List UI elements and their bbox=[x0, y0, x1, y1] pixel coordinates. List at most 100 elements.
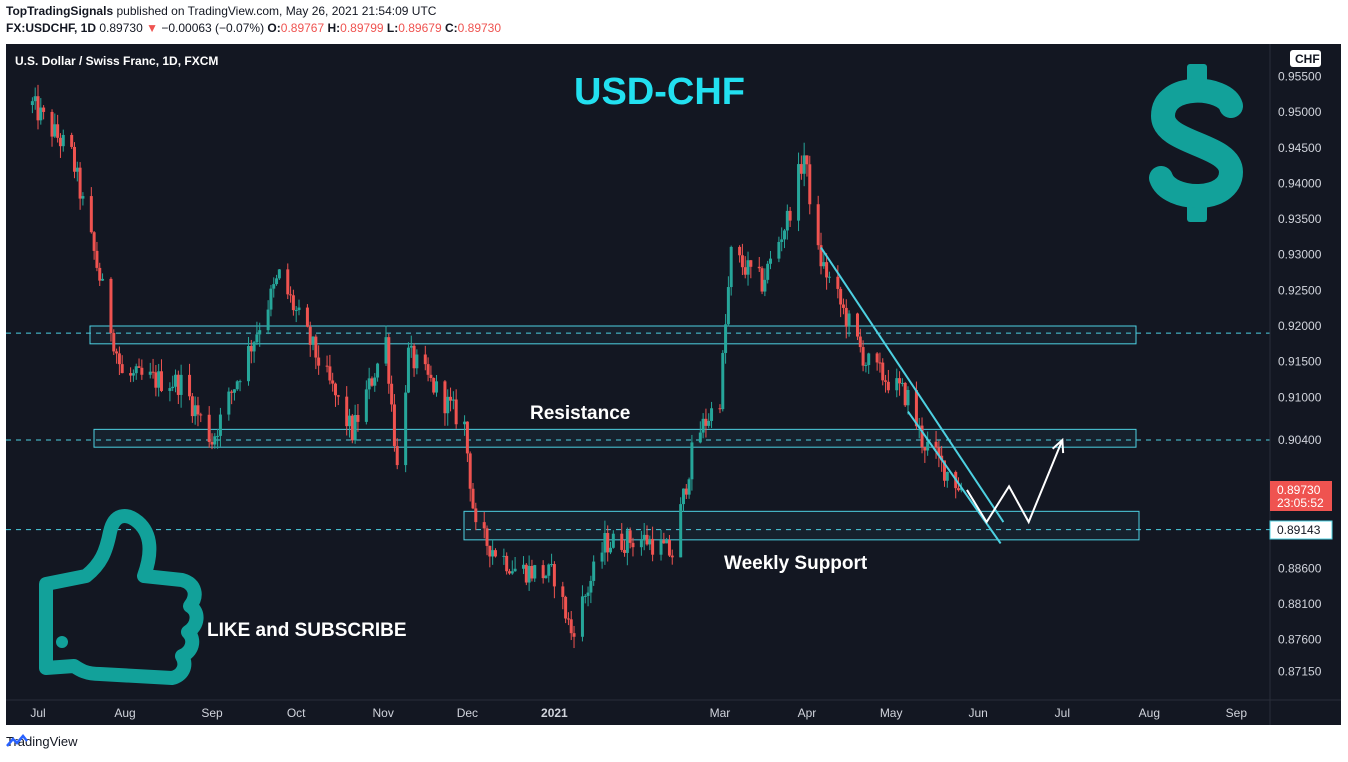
candle-body bbox=[937, 447, 941, 456]
candle-body bbox=[906, 390, 910, 406]
candle bbox=[524, 563, 528, 586]
candle bbox=[701, 413, 705, 439]
chart-canvas[interactable]: 0.95500 0.95000 0.94500 0.94000 0.93500 0.930… bbox=[6, 44, 1341, 725]
candle-body bbox=[42, 107, 46, 112]
candle bbox=[190, 393, 194, 423]
candle bbox=[667, 535, 671, 557]
candle bbox=[718, 404, 722, 414]
candle bbox=[875, 352, 879, 371]
candle bbox=[884, 374, 888, 393]
candle bbox=[395, 438, 399, 470]
price-tick-label: 0.91000 bbox=[1278, 390, 1322, 404]
candle-body bbox=[788, 210, 792, 221]
candle-body bbox=[766, 263, 770, 280]
candle-body bbox=[488, 545, 492, 557]
candle-body bbox=[690, 442, 694, 480]
candle bbox=[275, 274, 279, 286]
candle-body bbox=[78, 167, 82, 199]
candle-body bbox=[435, 381, 439, 393]
candle-body bbox=[805, 155, 809, 165]
candle-body bbox=[749, 260, 753, 267]
candle-body bbox=[95, 250, 99, 268]
time-tick-label: Jul bbox=[1055, 706, 1070, 720]
candle-body bbox=[39, 107, 43, 121]
candle-body bbox=[942, 460, 946, 481]
candle-body bbox=[36, 96, 40, 121]
candle-body bbox=[266, 309, 270, 331]
candle bbox=[131, 369, 135, 382]
candle bbox=[258, 322, 262, 347]
candle bbox=[651, 526, 655, 562]
candle-body bbox=[171, 386, 175, 389]
price-tick-label: 0.92000 bbox=[1278, 319, 1322, 333]
candle bbox=[72, 142, 76, 179]
publisher-name[interactable]: TopTradingSignals bbox=[6, 4, 114, 18]
time-tick-label: Aug bbox=[1139, 706, 1160, 720]
candle-body bbox=[89, 196, 93, 233]
candle bbox=[799, 155, 803, 180]
chart-panel[interactable]: 0.95500 0.95000 0.94500 0.94000 0.93500 0.930… bbox=[6, 44, 1341, 725]
candle-body bbox=[446, 396, 450, 414]
time-tick-label: May bbox=[880, 706, 903, 720]
candle bbox=[589, 575, 593, 604]
candle-body bbox=[409, 345, 413, 348]
candle bbox=[137, 358, 141, 368]
candle-body bbox=[101, 278, 105, 281]
last-price-text: 0.89730 bbox=[1277, 483, 1321, 497]
candle bbox=[631, 537, 635, 557]
candle-body bbox=[718, 408, 722, 410]
candle-body bbox=[670, 555, 674, 558]
candle-body bbox=[603, 533, 607, 553]
candle-body bbox=[159, 371, 163, 391]
candle-body bbox=[258, 330, 262, 335]
candle bbox=[628, 527, 632, 549]
candle bbox=[246, 336, 250, 386]
candle-body bbox=[510, 571, 514, 574]
candle-body bbox=[117, 353, 121, 365]
countdown-text: 23:05:52 bbox=[1277, 496, 1324, 510]
candle-body bbox=[564, 596, 568, 619]
candle-body bbox=[485, 528, 489, 546]
candle bbox=[659, 529, 663, 561]
candle-body bbox=[566, 618, 570, 620]
thumbs-up-icon bbox=[39, 509, 204, 685]
candle-body bbox=[679, 504, 683, 558]
candle bbox=[502, 548, 506, 565]
candle bbox=[235, 380, 239, 391]
candle bbox=[39, 98, 43, 125]
candle-body bbox=[550, 564, 554, 566]
candle-body bbox=[356, 415, 360, 422]
time-tick-label: Jul bbox=[30, 706, 45, 720]
candle bbox=[780, 227, 784, 252]
candle-body bbox=[645, 534, 649, 545]
candle-body bbox=[665, 539, 669, 544]
candle-body bbox=[827, 276, 831, 278]
candle bbox=[33, 87, 37, 110]
candle bbox=[370, 376, 374, 387]
candle bbox=[665, 537, 669, 544]
candle bbox=[645, 525, 649, 546]
candle-body bbox=[746, 260, 750, 275]
candle-body bbox=[196, 405, 200, 415]
candle bbox=[679, 497, 683, 558]
candle-body bbox=[429, 374, 433, 379]
candle-body bbox=[799, 164, 803, 174]
candle bbox=[903, 381, 907, 408]
candle bbox=[159, 359, 163, 393]
zone-weekly-support bbox=[463, 510, 1140, 541]
candle-body bbox=[148, 371, 152, 375]
instrument-label: U.S. Dollar / Swiss Franc, 1D, FXCM bbox=[15, 54, 218, 68]
candle bbox=[294, 306, 298, 323]
candle bbox=[409, 335, 413, 358]
candle bbox=[364, 380, 368, 425]
candle-body bbox=[390, 383, 394, 405]
candle bbox=[797, 152, 801, 232]
candle-body bbox=[350, 415, 354, 441]
candle bbox=[681, 488, 685, 512]
candle-body bbox=[609, 547, 613, 553]
candle bbox=[109, 277, 113, 342]
time-tick-label: Mar bbox=[710, 706, 731, 720]
candle bbox=[426, 357, 430, 382]
candle-body bbox=[808, 164, 812, 205]
candle bbox=[819, 232, 823, 275]
